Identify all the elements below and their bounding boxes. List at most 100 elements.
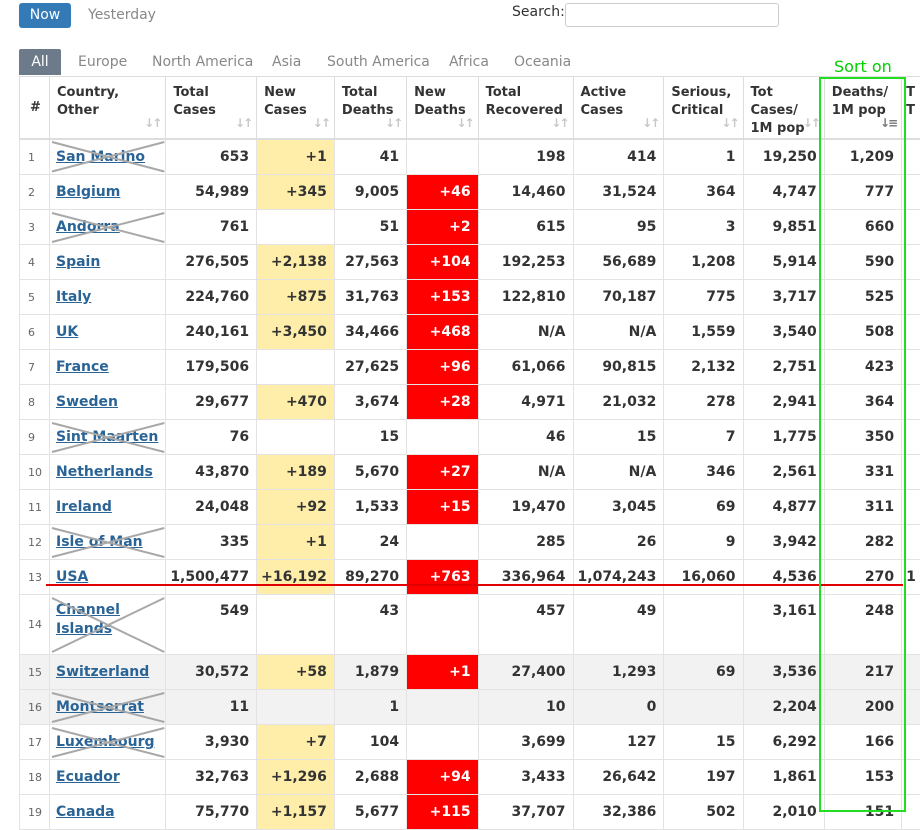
column-header-1[interactable]: Country,Other↓↑ [50, 77, 166, 140]
country-cell: Spain [50, 245, 166, 280]
total-deaths-cell: 9,005 [334, 175, 406, 210]
sort-icon[interactable]: ↓↑ [642, 114, 658, 132]
country-cell: Sweden [50, 385, 166, 420]
total-cases-cell: 276,505 [166, 245, 257, 280]
active-cell: 1,293 [573, 655, 664, 690]
sort-icon[interactable]: ↓↑ [313, 114, 329, 132]
cases-per-m-cell: 3,942 [743, 525, 824, 560]
sort-icon[interactable]: ↓↑ [235, 114, 251, 132]
new-deaths-cell: +2 [407, 210, 478, 245]
column-header-line1: New [414, 84, 472, 102]
serious-cell: 2,132 [664, 350, 743, 385]
cases-per-m-cell: 5,914 [743, 245, 824, 280]
country-cell: Canada [50, 795, 166, 830]
country-link[interactable]: Montserrat [56, 699, 144, 715]
new-cases-cell [257, 690, 335, 725]
sort-icon[interactable]: ↓↑ [385, 114, 401, 132]
total-cases-cell: 76 [166, 420, 257, 455]
total-deaths-cell: 27,563 [334, 245, 406, 280]
new-cases-cell: +2,138 [257, 245, 335, 280]
sort-icon[interactable]: ↓↑ [551, 114, 567, 132]
now-button[interactable]: Now [19, 3, 71, 28]
country-link[interactable]: Switzerland [56, 664, 149, 680]
active-cell: 95 [573, 210, 664, 245]
country-link[interactable]: San Marino [56, 149, 145, 165]
total-deaths-cell: 104 [334, 725, 406, 760]
country-link[interactable]: Netherlands [56, 464, 153, 480]
total-recovered-cell: 27,400 [478, 655, 573, 690]
country-link[interactable]: Sint Maarten [56, 429, 158, 445]
country-link[interactable]: Ireland [56, 499, 112, 515]
country-cell: Ireland [50, 490, 166, 525]
tab-north-america[interactable]: North America [152, 49, 253, 75]
country-link[interactable]: Canada [56, 804, 115, 820]
row-number: 2 [20, 175, 50, 210]
sort-icon[interactable]: ↓↑ [456, 114, 472, 132]
new-deaths-cell: +1 [407, 655, 478, 690]
country-link[interactable]: Luxembourg [56, 734, 155, 750]
country-cell: France [50, 350, 166, 385]
total-cases-cell: 224,760 [166, 280, 257, 315]
country-link[interactable]: Italy [56, 289, 91, 305]
tab-south-america[interactable]: South America [327, 49, 430, 75]
serious-cell: 1,559 [664, 315, 743, 350]
new-cases-cell: +92 [257, 490, 335, 525]
yesterday-button[interactable]: Yesterday [88, 3, 156, 28]
country-link[interactable]: Spain [56, 254, 100, 270]
country-link[interactable]: Channel Islands [56, 602, 120, 637]
total-deaths-cell: 27,625 [334, 350, 406, 385]
country-link[interactable]: Belgium [56, 184, 120, 200]
active-cell: 0 [573, 690, 664, 725]
column-header-9[interactable]: Tot Cases/1M pop↓↑ [743, 77, 824, 140]
sort-icon[interactable]: ↓↑ [803, 114, 819, 132]
tab-asia[interactable]: Asia [272, 49, 301, 75]
total-recovered-cell: 457 [478, 595, 573, 655]
cases-per-m-cell: 2,010 [743, 795, 824, 830]
serious-cell: 1 [664, 139, 743, 175]
column-header-line1: Total [486, 84, 568, 102]
cases-per-m-cell: 9,851 [743, 210, 824, 245]
total-cases-cell: 75,770 [166, 795, 257, 830]
column-header-8[interactable]: Serious,Critical↓↑ [664, 77, 743, 140]
total-deaths-cell: 1,533 [334, 490, 406, 525]
serious-cell: 278 [664, 385, 743, 420]
total-cases-cell: 11 [166, 690, 257, 725]
country-link[interactable]: Ecuador [56, 769, 120, 785]
total-cases-cell: 335 [166, 525, 257, 560]
tab-africa[interactable]: Africa [449, 49, 489, 75]
country-cell: Belgium [50, 175, 166, 210]
country-link[interactable]: France [56, 359, 109, 375]
country-link[interactable]: USA [56, 569, 88, 585]
new-cases-cell [257, 350, 335, 385]
new-cases-cell: +470 [257, 385, 335, 420]
sort-icon[interactable]: ↓↑ [144, 114, 160, 132]
country-link[interactable]: Isle of Man [56, 534, 143, 550]
tab-oceania[interactable]: Oceania [514, 49, 571, 75]
country-link[interactable]: UK [56, 324, 78, 340]
sort-icon[interactable]: ↓↑ [721, 114, 737, 132]
cases-per-m-cell: 2,204 [743, 690, 824, 725]
new-cases-cell [257, 595, 335, 655]
cases-per-m-cell: 3,717 [743, 280, 824, 315]
country-link[interactable]: Andorra [56, 219, 120, 235]
cases-per-m-cell: 19,250 [743, 139, 824, 175]
new-deaths-cell [407, 139, 478, 175]
country-link[interactable]: Sweden [56, 394, 118, 410]
active-cell: 56,689 [573, 245, 664, 280]
tab-all[interactable]: All [19, 49, 61, 75]
tab-europe[interactable]: Europe [78, 49, 127, 75]
search-input[interactable] [565, 3, 779, 27]
serious-cell: 346 [664, 455, 743, 490]
